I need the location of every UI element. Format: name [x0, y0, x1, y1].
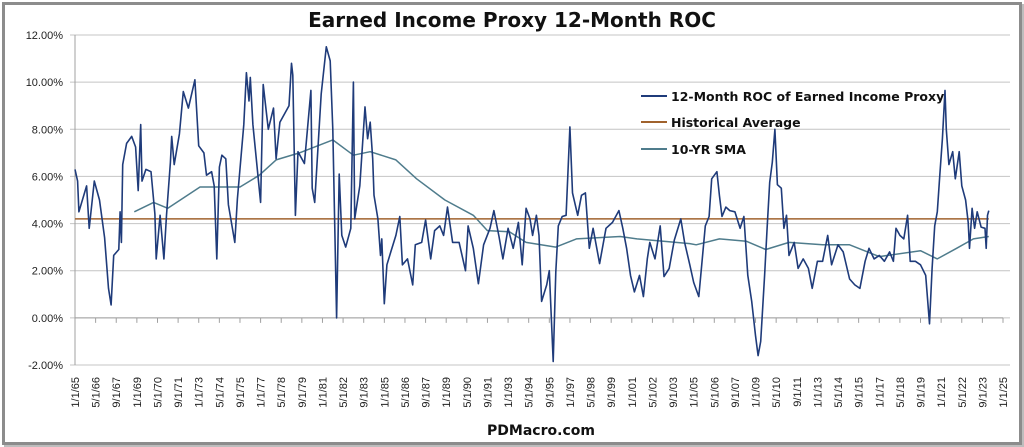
x-tick-label: 5/1/82: [338, 377, 350, 408]
legend-item: Historical Average: [641, 115, 801, 130]
x-tick-label: 5/1/22: [957, 377, 969, 408]
x-tick-label: 9/1/67: [111, 377, 123, 408]
x-tick-label: 9/1/79: [297, 377, 309, 408]
y-tick-label: 10.00%: [26, 77, 64, 89]
chart-title: Earned Income Proxy 12-Month ROC: [308, 8, 716, 32]
x-tick-label: 5/1/90: [462, 377, 474, 408]
x-tick-label: 9/1/91: [482, 377, 494, 408]
x-tick-label: 1/1/69: [132, 377, 144, 408]
x-tick-label: 9/1/11: [792, 377, 804, 407]
x-tick-label: 9/1/23: [977, 377, 989, 408]
legend-item: 12-Month ROC of Earned Income Proxy: [641, 89, 944, 104]
y-tick-label: 0.00%: [32, 313, 63, 325]
x-tick-label: 9/1/75: [235, 377, 247, 408]
x-tick-label: 5/1/74: [214, 377, 226, 408]
x-axis-ticks: 1/1/65 5/1/66 9/1/67 1/1/69 5/1/70 9/1/71 1/1/…: [70, 317, 1010, 408]
x-tick-label: 1/1/81: [317, 377, 329, 408]
y-tick-label: 6.00%: [32, 171, 63, 183]
x-tick-label: 9/1/07: [730, 377, 742, 408]
x-tick-label: 9/1/83: [359, 377, 371, 408]
series-line-12-month-roc-of-earned-income-proxy: [74, 46, 990, 363]
x-tick-label: 5/1/78: [276, 377, 288, 408]
x-tick-label: 9/1/03: [668, 377, 680, 408]
y-tick-label: 4.00%: [32, 219, 63, 231]
x-tick-label: 5/1/02: [647, 377, 659, 408]
y-tick-label: 12.00%: [26, 30, 64, 42]
x-tick-label: 9/1/87: [421, 377, 433, 408]
x-tick-label: 9/1/99: [606, 377, 618, 408]
x-tick-label: 1/1/65: [70, 377, 82, 408]
y-tick-label: 8.00%: [32, 124, 63, 136]
legend: 12-Month ROC of Earned Income Proxy Histo…: [641, 89, 944, 157]
x-tick-label: 1/1/89: [441, 377, 453, 408]
x-tick-label: 1/1/01: [627, 377, 639, 408]
x-tick-label: 5/1/06: [709, 377, 721, 408]
x-tick-label: 9/1/19: [916, 377, 928, 408]
x-tick-label: 1/1/21: [936, 377, 948, 408]
y-tick-label: -2.00%: [28, 360, 63, 372]
x-tick-label: 5/1/18: [895, 377, 907, 408]
x-tick-label: 1/1/85: [379, 377, 391, 408]
footer-source: PDMacro.com: [487, 423, 595, 439]
legend-label: Historical Average: [671, 115, 801, 130]
legend-label: 12-Month ROC of Earned Income Proxy: [671, 89, 944, 104]
x-tick-label: 5/1/66: [91, 377, 103, 408]
series-line-10-yr-sma: [133, 139, 989, 260]
legend-label: 10-YR SMA: [671, 142, 746, 157]
x-tick-label: 1/1/13: [812, 377, 824, 408]
x-tick-label: 1/1/05: [689, 377, 701, 408]
x-tick-label: 5/1/86: [400, 377, 412, 408]
x-tick-label: 1/1/73: [194, 377, 206, 408]
x-tick-label: 5/1/98: [586, 377, 598, 408]
x-tick-label: 5/1/10: [771, 377, 783, 408]
x-tick-label: 1/1/77: [256, 377, 268, 408]
x-tick-label: 1/1/17: [874, 377, 886, 408]
x-tick-label: 9/1/71: [173, 377, 185, 408]
x-tick-label: 1/1/25: [998, 377, 1010, 408]
x-tick-label: 1/1/97: [565, 377, 577, 408]
y-tick-label: 2.00%: [32, 266, 63, 278]
x-tick-label: 5/1/14: [833, 377, 845, 408]
x-tick-label: 5/1/70: [152, 377, 164, 408]
x-tick-label: 5/1/94: [524, 377, 536, 408]
series-lines: [74, 46, 990, 363]
legend-item: 10-YR SMA: [641, 142, 746, 157]
x-tick-label: 9/1/15: [854, 377, 866, 408]
y-axis-ticks: -2.00% 0.00% 2.00% 4.00% 6.00% 8.00% 10.00% 12.…: [26, 30, 64, 372]
gridlines: [70, 34, 1010, 366]
x-tick-label: 1/1/93: [503, 377, 515, 408]
x-tick-label: 1/1/09: [751, 377, 763, 408]
x-tick-label: 9/1/95: [544, 377, 556, 408]
